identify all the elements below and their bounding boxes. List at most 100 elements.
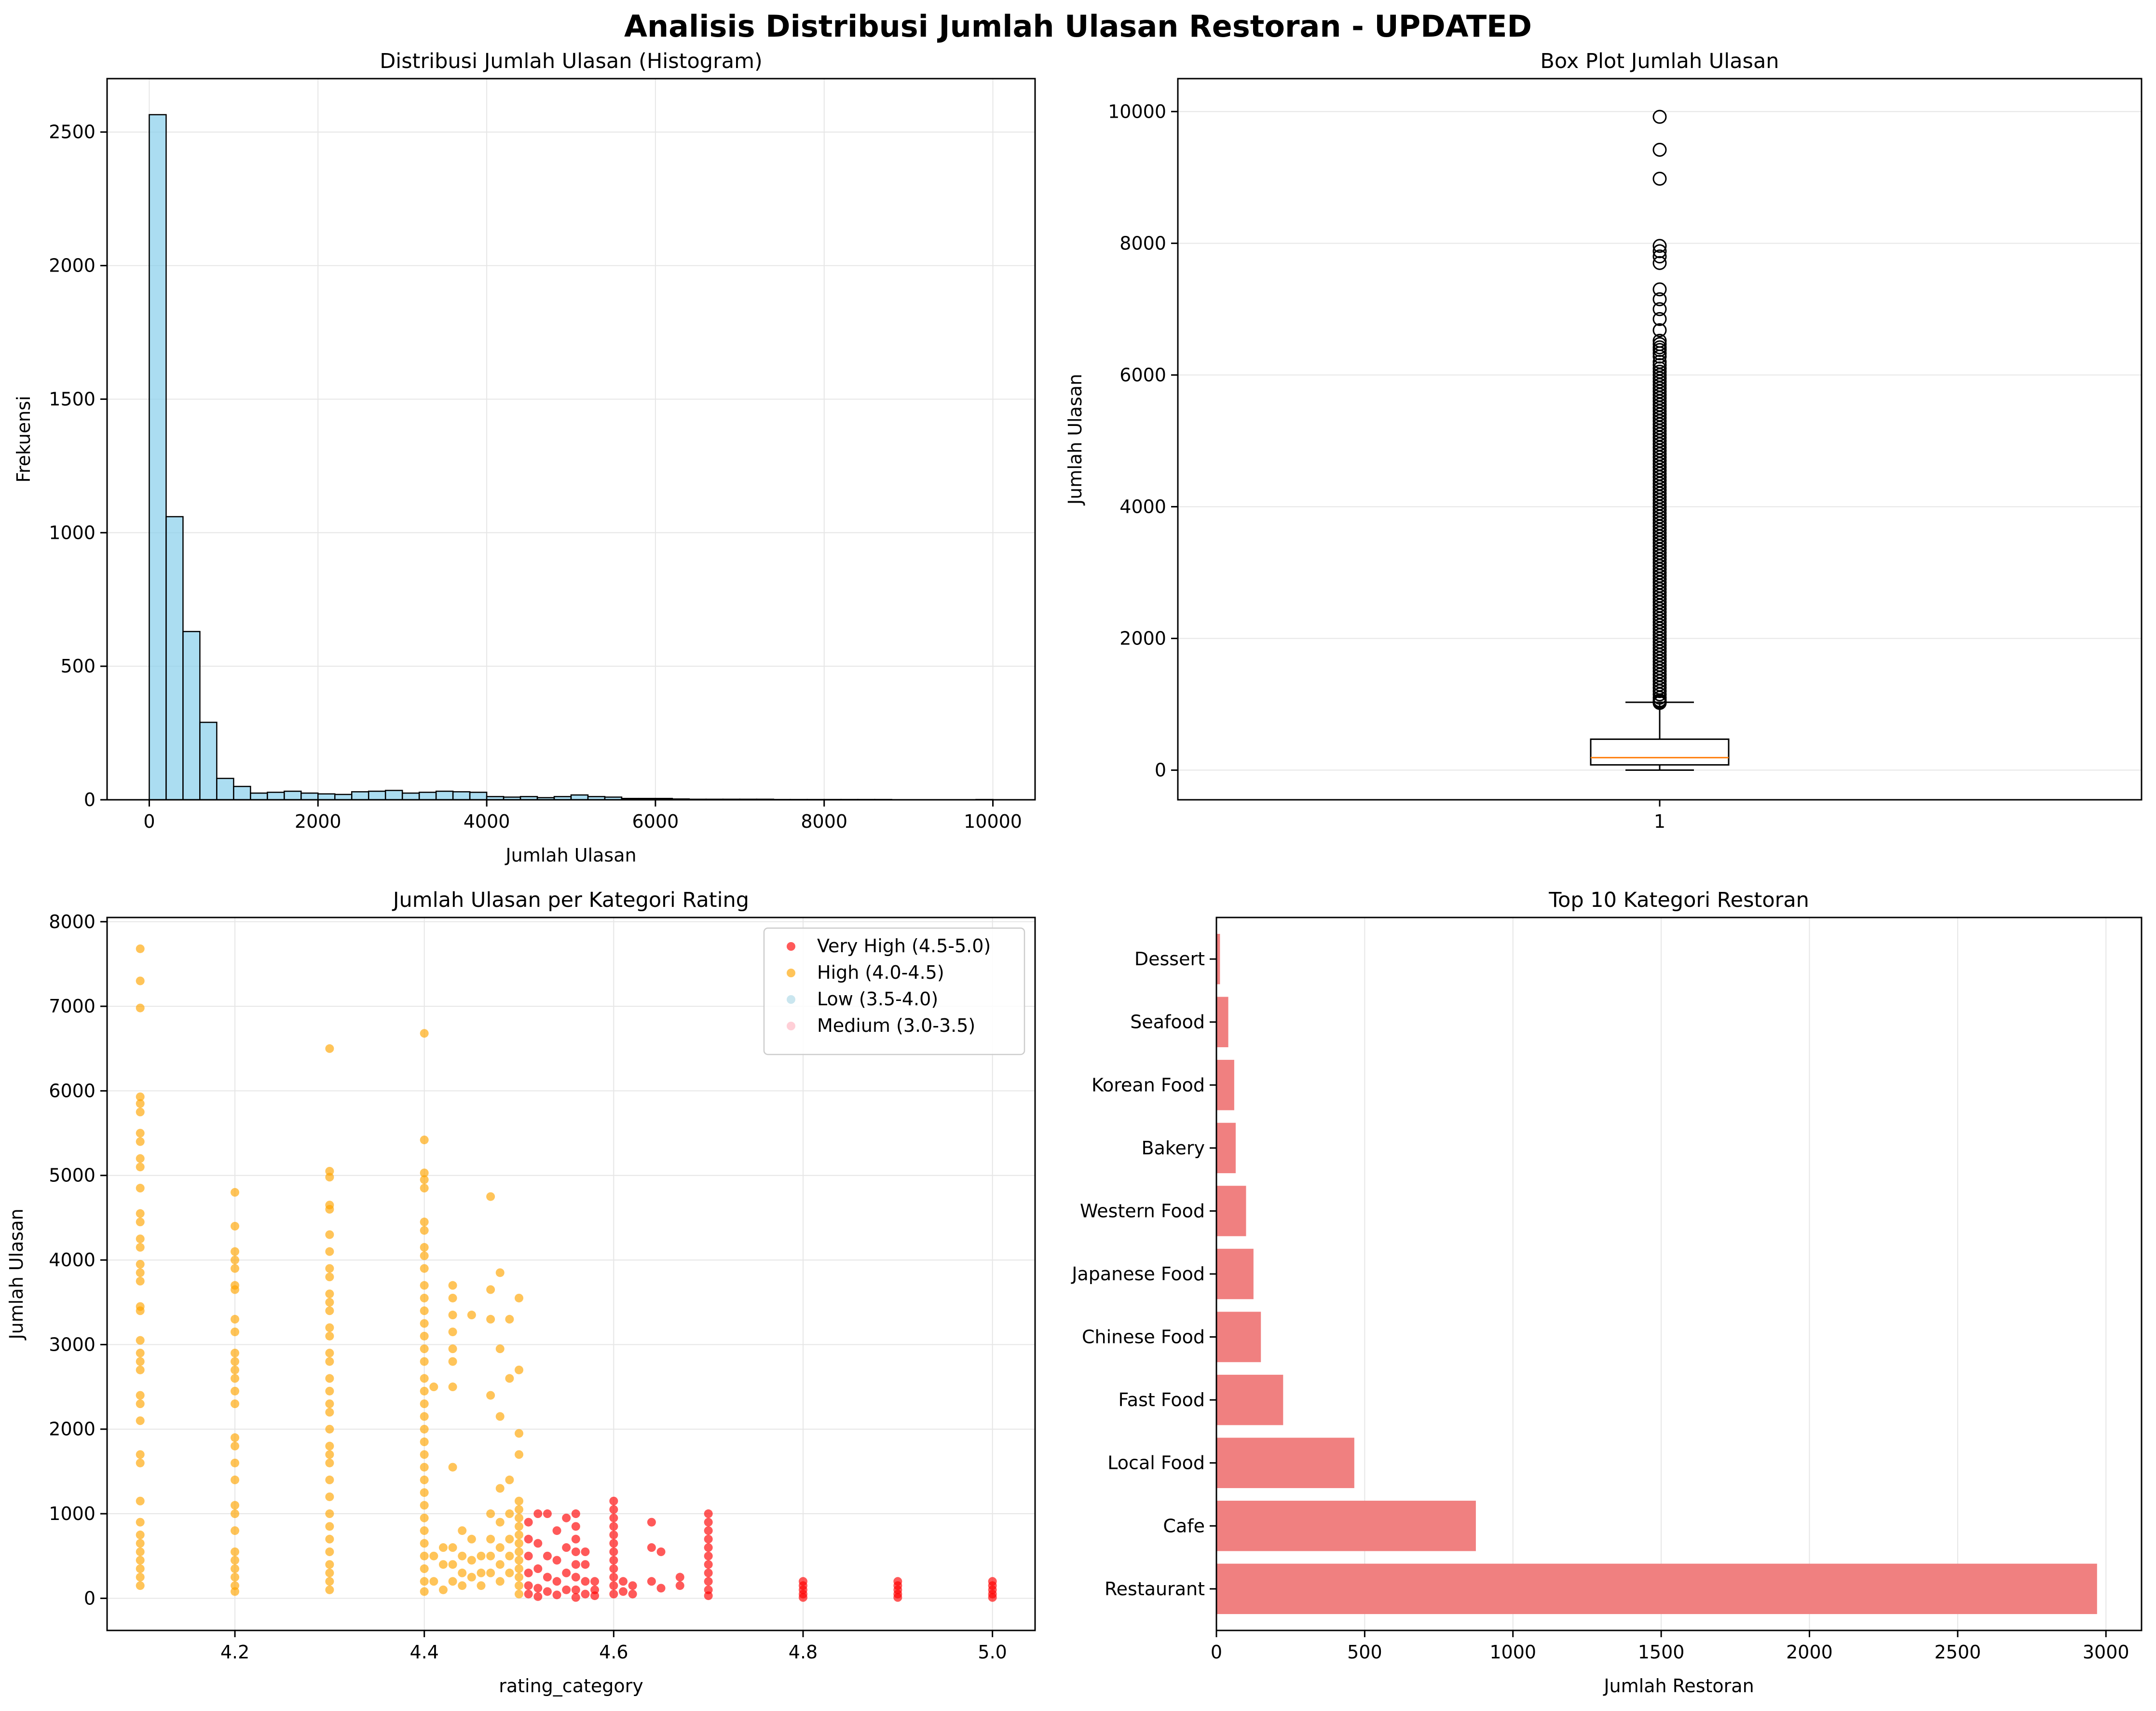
histogram-bar xyxy=(182,630,201,801)
scatter-point xyxy=(505,1475,514,1484)
histogram-bar xyxy=(418,792,437,801)
category-bar xyxy=(1216,1248,1254,1300)
scatter-point xyxy=(562,1513,571,1522)
scatter-point xyxy=(325,1331,334,1341)
scatter-legend-marker xyxy=(787,969,795,977)
histogram-x-tick-label: 2000 xyxy=(295,811,341,832)
scatter-point xyxy=(136,1399,145,1409)
scatter-point xyxy=(136,1003,145,1013)
scatter-point xyxy=(325,1273,334,1282)
scatter-point xyxy=(524,1568,533,1577)
scatter-point xyxy=(136,1547,145,1556)
scatter-title: Jumlah Ulasan per Kategori Rating xyxy=(392,888,749,912)
histogram-bar xyxy=(368,791,386,801)
scatter-point xyxy=(325,1357,334,1366)
scatter-point xyxy=(704,1518,713,1527)
scatter-point xyxy=(458,1581,467,1590)
histogram-y-axis-label: Frekuensi xyxy=(13,396,34,483)
scatter-point xyxy=(136,1243,145,1252)
scatter-point xyxy=(448,1577,457,1586)
scatter-point xyxy=(231,1221,240,1231)
scatter-point xyxy=(675,1573,684,1582)
scatter-point xyxy=(136,1184,145,1193)
scatter-point xyxy=(552,1590,561,1600)
scatter-point xyxy=(515,1496,524,1506)
scatter-point xyxy=(420,1293,429,1302)
scatter-point xyxy=(477,1581,486,1590)
histogram-y-tick-label: 2000 xyxy=(49,255,96,276)
scatter-point xyxy=(420,1551,429,1560)
scatter-point xyxy=(543,1551,552,1560)
scatter-point xyxy=(231,1188,240,1197)
histogram-x-axis-label: Jumlah Ulasan xyxy=(505,845,636,866)
scatter-point xyxy=(136,1450,145,1459)
scatter-legend-box xyxy=(763,927,1025,1055)
scatter-point xyxy=(458,1568,467,1577)
boxplot-outlier xyxy=(1652,312,1667,326)
scatter-legend-label: Low (3.5-4.0) xyxy=(817,988,938,1010)
scatter-point xyxy=(420,1475,429,1484)
scatter-point xyxy=(609,1589,618,1599)
scatter-point xyxy=(136,1108,145,1117)
figure-title: Analisis Distribusi Jumlah Ulasan Restor… xyxy=(624,9,1532,44)
scatter-point xyxy=(448,1328,457,1337)
scatter-point xyxy=(325,1374,334,1383)
scatter-point xyxy=(495,1518,505,1527)
scatter-point xyxy=(420,1029,429,1038)
scatter-point xyxy=(505,1551,514,1560)
histogram-bar xyxy=(284,791,302,801)
boxplot-outlier xyxy=(1652,687,1667,702)
scatter-y-tick-label: 3000 xyxy=(49,1334,96,1355)
scatter-legend-label: Very High (4.5-5.0) xyxy=(817,935,991,957)
scatter-point xyxy=(231,1365,240,1374)
scatter-point xyxy=(136,1137,145,1146)
boxplot-outlier xyxy=(1652,323,1667,338)
scatter-point xyxy=(325,1386,334,1396)
histogram-bar xyxy=(401,792,420,801)
scatter-point xyxy=(325,1522,334,1531)
category-bar-y-tick-label: Korean Food xyxy=(1092,1074,1205,1095)
category-bar-ticks: 0 500 1000 1500 2000 2500 3000 Restaurant Cafe Lo… xyxy=(1071,948,2129,1663)
scatter-legend-marker xyxy=(787,995,795,1004)
scatter-legend: Very High (4.5-5.0) High (4.0-4.5) Low (3.… xyxy=(763,927,1025,1055)
scatter-point xyxy=(609,1539,618,1548)
scatter-point xyxy=(515,1365,524,1374)
boxplot-outlier xyxy=(1652,110,1667,124)
scatter-point xyxy=(325,1348,334,1357)
scatter-point xyxy=(420,1184,429,1193)
histogram-bar xyxy=(469,792,488,801)
category-bars xyxy=(1216,933,2097,1615)
scatter-point xyxy=(136,1416,145,1425)
scatter-point xyxy=(136,1348,145,1357)
boxplot-outlier xyxy=(1652,302,1667,316)
scatter-point xyxy=(609,1556,618,1565)
scatter-point xyxy=(571,1547,580,1556)
histogram-bar xyxy=(435,791,454,801)
scatter-point xyxy=(420,1264,429,1273)
histogram-bars xyxy=(149,114,994,801)
scatter-point xyxy=(515,1530,524,1539)
scatter-point xyxy=(420,1437,429,1447)
scatter-point xyxy=(448,1543,457,1552)
scatter-point xyxy=(495,1577,505,1586)
boxplot-outlier xyxy=(1652,292,1667,306)
scatter-point xyxy=(231,1285,240,1294)
histogram-bar xyxy=(149,114,167,801)
scatter-point xyxy=(505,1534,514,1544)
scatter-point xyxy=(136,1573,145,1582)
scatter-point xyxy=(420,1501,429,1510)
scatter-point xyxy=(231,1314,240,1324)
category-bar xyxy=(1216,1501,1476,1551)
scatter-point xyxy=(136,1357,145,1366)
boxplot-title: Box Plot Jumlah Ulasan xyxy=(1540,49,1779,73)
histogram-bar xyxy=(317,793,336,801)
histogram-y-tick-label: 1500 xyxy=(49,388,96,410)
scatter-point xyxy=(515,1293,524,1302)
category-bar-y-tick-label: Local Food xyxy=(1107,1452,1205,1474)
scatter-point xyxy=(533,1539,543,1548)
histogram-y-tick-label: 1000 xyxy=(49,522,96,543)
scatter-point xyxy=(136,1518,145,1527)
scatter-y-tick-label: 6000 xyxy=(49,1080,96,1101)
scatter-point xyxy=(136,1234,145,1244)
scatter-point xyxy=(325,1560,334,1569)
